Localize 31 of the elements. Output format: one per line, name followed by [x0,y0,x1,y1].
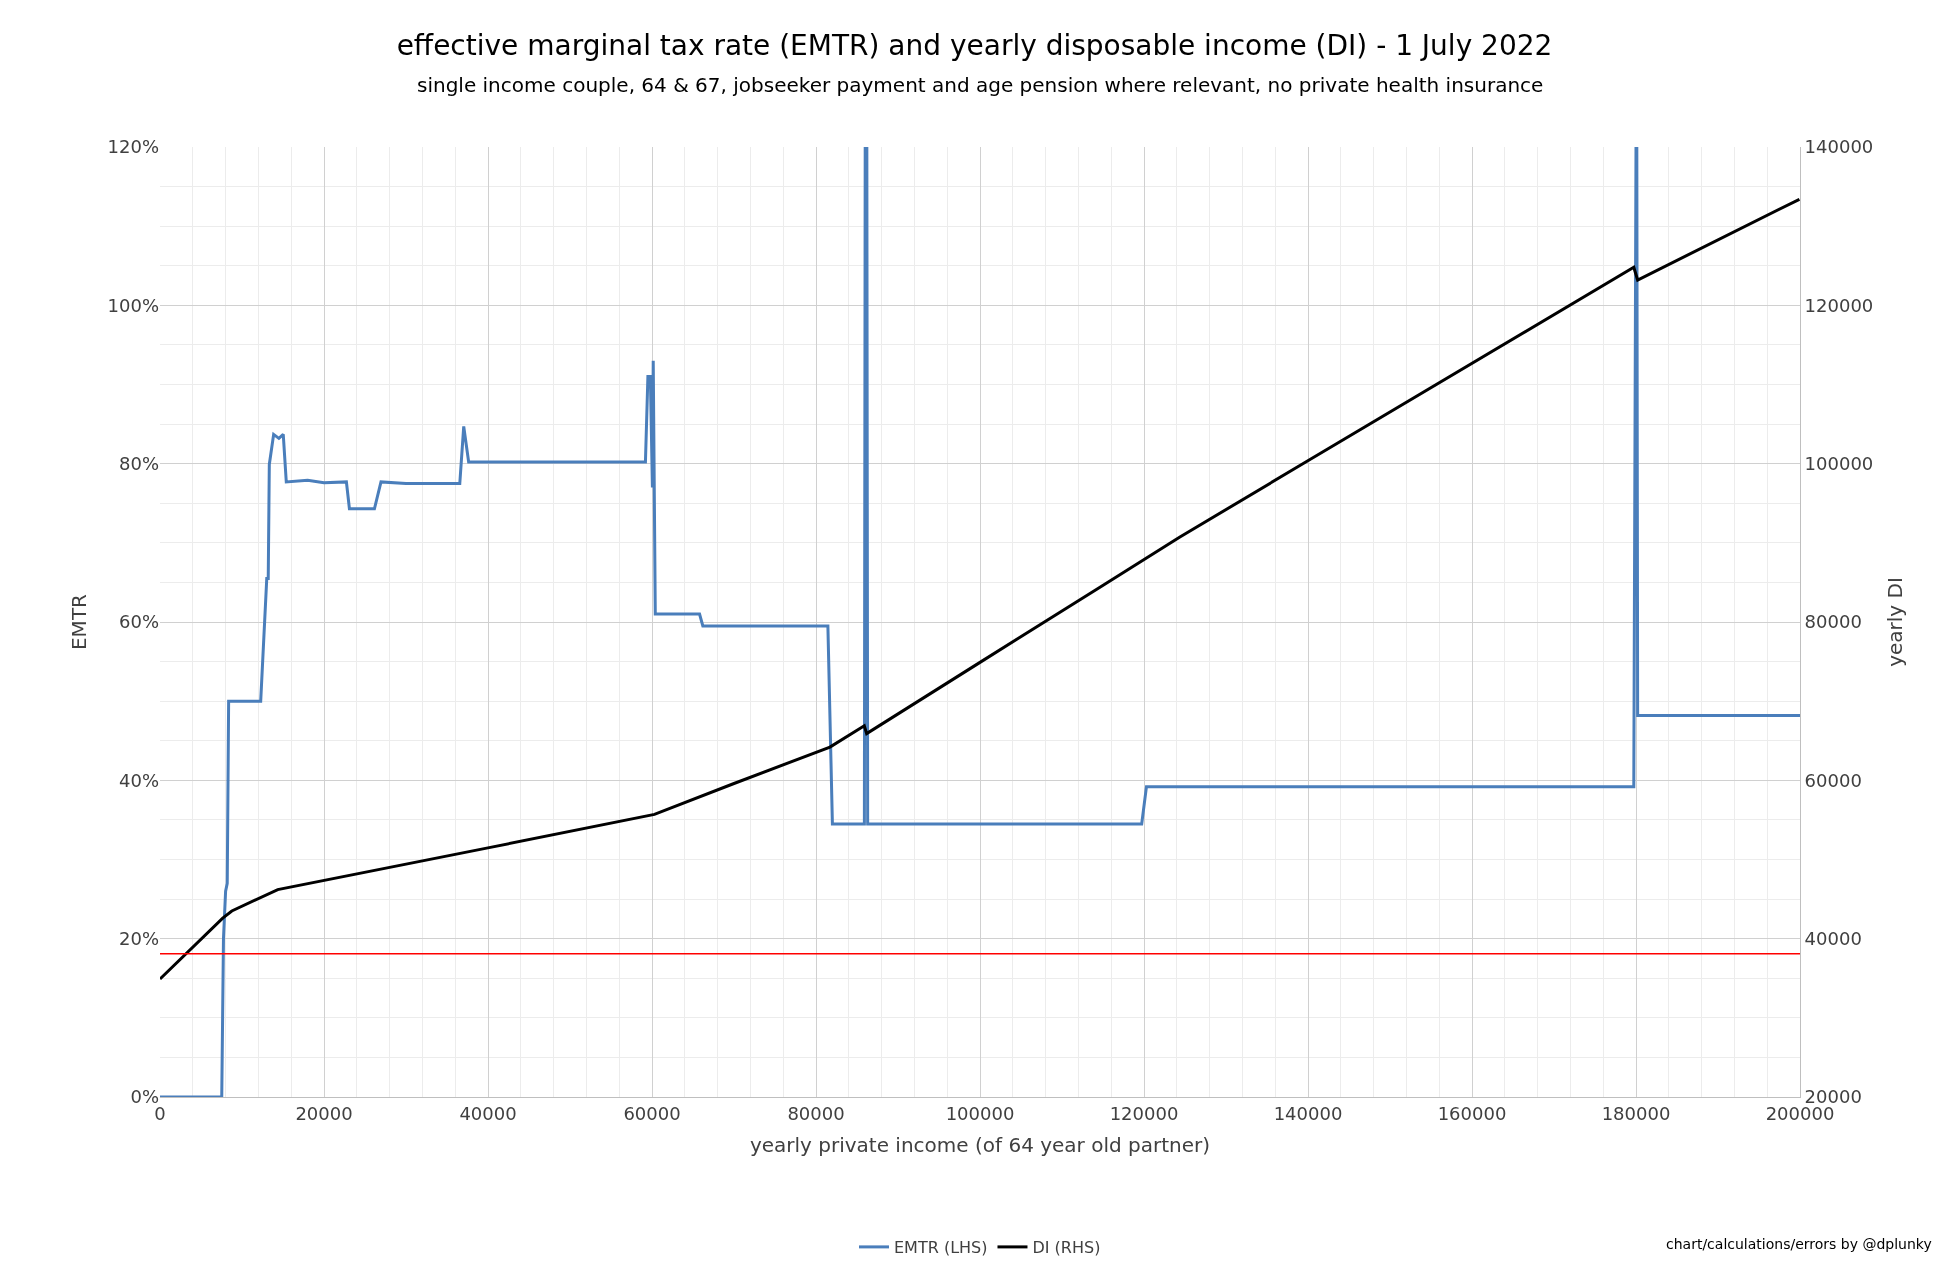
x-tick-label: 100000 [945,1102,1015,1124]
x-tick-label: 20000 [295,1102,353,1124]
y-axis-title: EMTR [67,593,92,651]
y2-tick-label: 80000 [1804,611,1862,633]
y-tick-label: 80% [118,452,159,474]
legend-label: DI (RHS) [1032,1238,1101,1258]
y-tick-label: 60% [118,611,159,633]
line-series [160,147,1800,1097]
y2-tick-label: 60000 [1804,769,1862,791]
chart-subtitle: single income couple, 64 & 67, jobseeker payment and age pension where relevant, no private health insurance [417,73,1544,97]
x-tick-label: 140000 [1273,1102,1343,1124]
chart-title: effective marginal tax rate (EMTR) and yearly disposable income (DI) - 1 July 2022 [396,28,1553,62]
y-tick-label: 120% [107,136,159,158]
x-tick-label: 80000 [787,1102,845,1124]
x-tick-label: 60000 [623,1102,681,1124]
x-tick-label: 180000 [1601,1102,1671,1124]
y2-tick-label: 140000 [1804,136,1874,158]
x-tick-label: 120000 [1109,1102,1179,1124]
y2-axis-title: yearly DI [1882,577,1907,667]
x-tick-label: 40000 [459,1102,517,1124]
line-series [160,197,1800,981]
y2-tick-label: 40000 [1804,927,1862,949]
x-axis-title: yearly private income (of 64 year old partner) [749,1133,1211,1158]
legend-label: EMTR (LHS) [894,1238,988,1258]
y-tick-label: 20% [118,927,159,949]
y2-tick-label: 100000 [1804,452,1874,474]
y-tick-label: 40% [118,769,159,791]
x-tick-label: 160000 [1437,1102,1507,1124]
y2-tick-label: 120000 [1804,294,1874,316]
text: chart/calculations/errors by @dplunky [1666,1236,1932,1252]
y-tick-label: 100% [107,294,159,316]
